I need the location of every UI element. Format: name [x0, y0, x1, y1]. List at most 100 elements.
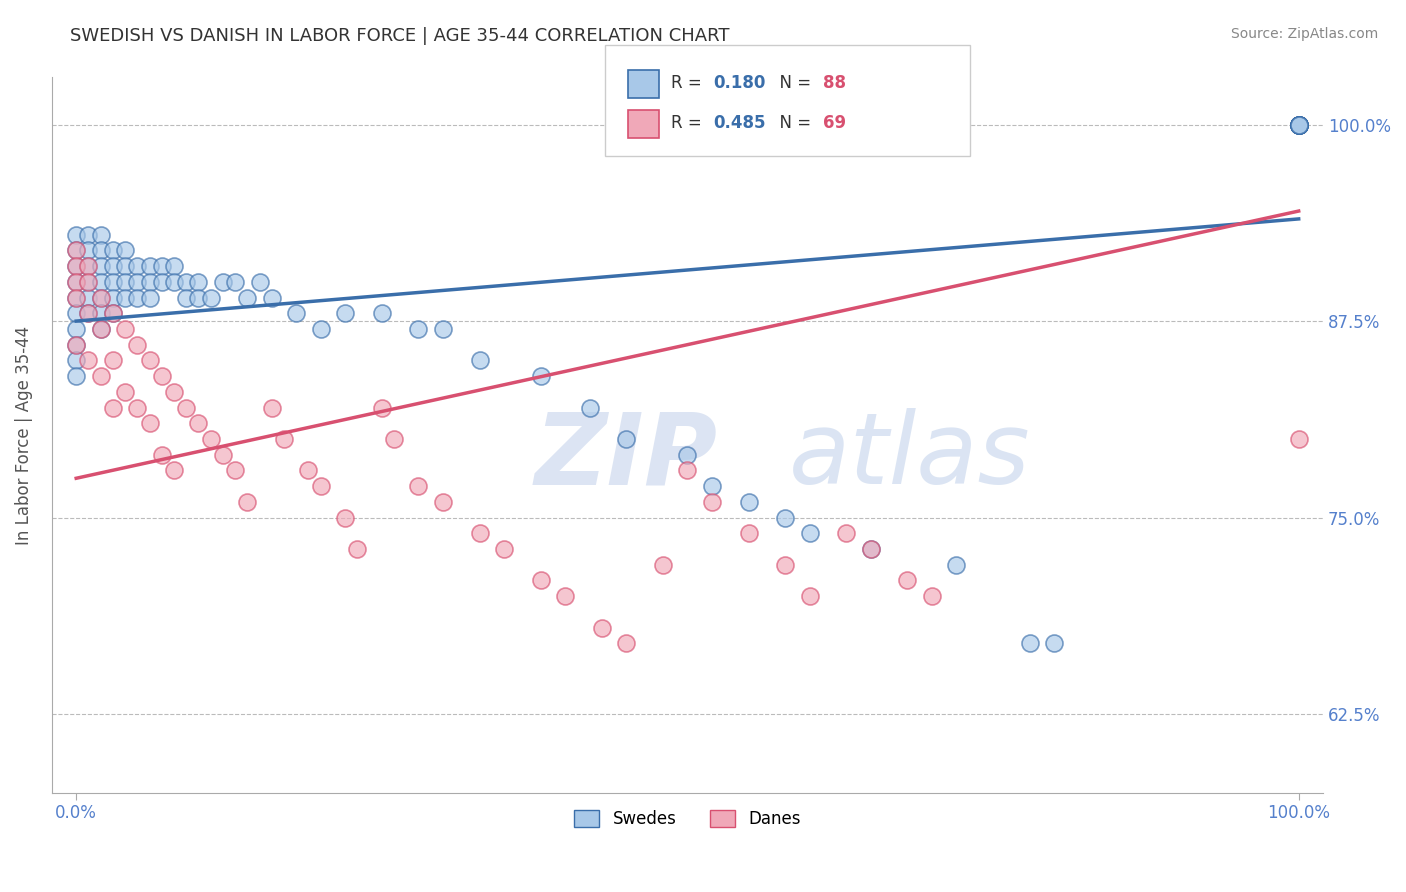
Point	[163, 463, 186, 477]
Point	[65, 259, 87, 273]
Point	[676, 463, 699, 477]
Point	[1288, 118, 1310, 132]
Point	[700, 479, 723, 493]
Point	[163, 259, 186, 273]
Point	[187, 417, 209, 431]
Point	[114, 259, 136, 273]
Point	[773, 510, 796, 524]
Point	[530, 574, 553, 588]
Point	[65, 291, 87, 305]
Point	[773, 558, 796, 572]
Point	[127, 401, 149, 415]
Point	[150, 448, 173, 462]
Point	[65, 337, 87, 351]
Point	[578, 401, 600, 415]
Point	[114, 244, 136, 258]
Point	[1288, 118, 1310, 132]
Point	[65, 322, 87, 336]
Point	[297, 463, 319, 477]
Point	[163, 384, 186, 399]
Point	[896, 574, 918, 588]
Point	[224, 275, 246, 289]
Point	[591, 621, 613, 635]
Point	[285, 306, 308, 320]
Point	[921, 589, 943, 603]
Point	[101, 401, 124, 415]
Text: ZIP: ZIP	[534, 408, 718, 505]
Point	[65, 353, 87, 368]
Point	[273, 432, 295, 446]
Point	[65, 244, 87, 258]
Point	[187, 291, 209, 305]
Point	[77, 259, 100, 273]
Point	[1288, 118, 1310, 132]
Point	[1288, 118, 1310, 132]
Point	[468, 353, 491, 368]
Text: SWEDISH VS DANISH IN LABOR FORCE | AGE 35-44 CORRELATION CHART: SWEDISH VS DANISH IN LABOR FORCE | AGE 3…	[70, 27, 730, 45]
Point	[260, 291, 283, 305]
Point	[114, 291, 136, 305]
Point	[77, 306, 100, 320]
Point	[65, 306, 87, 320]
Point	[77, 291, 100, 305]
Point	[224, 463, 246, 477]
Point	[212, 275, 235, 289]
Text: 88: 88	[823, 74, 845, 92]
Point	[174, 275, 197, 289]
Point	[1043, 636, 1066, 650]
Text: N =: N =	[769, 74, 817, 92]
Point	[1288, 118, 1310, 132]
Point	[65, 259, 87, 273]
Point	[101, 291, 124, 305]
Text: N =: N =	[769, 114, 817, 132]
Point	[333, 306, 356, 320]
Point	[530, 369, 553, 384]
Point	[163, 275, 186, 289]
Point	[138, 353, 160, 368]
Point	[127, 291, 149, 305]
Point	[65, 337, 87, 351]
Point	[835, 526, 858, 541]
Point	[138, 259, 160, 273]
Point	[150, 259, 173, 273]
Point	[371, 306, 394, 320]
Point	[260, 401, 283, 415]
Point	[65, 291, 87, 305]
Point	[1288, 118, 1310, 132]
Point	[1018, 636, 1040, 650]
Point	[65, 369, 87, 384]
Point	[652, 558, 675, 572]
Point	[90, 244, 112, 258]
Point	[187, 275, 209, 289]
Point	[77, 275, 100, 289]
Point	[382, 432, 405, 446]
Text: 0.180: 0.180	[713, 74, 765, 92]
Point	[614, 432, 637, 446]
Point	[200, 432, 222, 446]
Point	[945, 558, 967, 572]
Point	[494, 541, 516, 556]
Point	[90, 306, 112, 320]
Point	[90, 259, 112, 273]
Point	[249, 275, 271, 289]
Point	[236, 291, 259, 305]
Point	[77, 227, 100, 242]
Point	[101, 353, 124, 368]
Point	[127, 275, 149, 289]
Point	[432, 322, 454, 336]
Point	[1288, 118, 1310, 132]
Point	[90, 322, 112, 336]
Point	[614, 636, 637, 650]
Point	[212, 448, 235, 462]
Point	[90, 369, 112, 384]
Point	[90, 322, 112, 336]
Point	[200, 291, 222, 305]
Point	[101, 244, 124, 258]
Point	[408, 479, 430, 493]
Point	[1288, 432, 1310, 446]
Point	[65, 275, 87, 289]
Text: Source: ZipAtlas.com: Source: ZipAtlas.com	[1230, 27, 1378, 41]
Point	[676, 448, 699, 462]
Point	[90, 291, 112, 305]
Point	[150, 369, 173, 384]
